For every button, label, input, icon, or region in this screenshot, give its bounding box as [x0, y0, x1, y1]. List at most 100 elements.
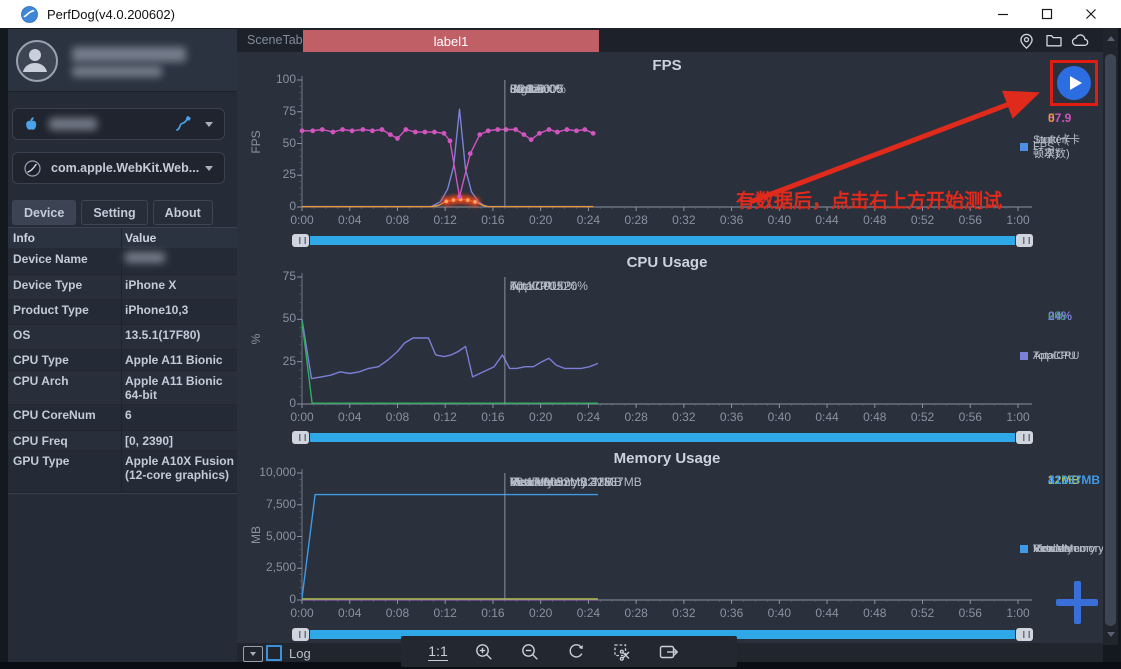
cpu-time-scrollbar[interactable] — [292, 431, 1033, 445]
log-checkbox[interactable] — [266, 645, 282, 661]
range-bar[interactable] — [310, 236, 1015, 245]
fps-time-scrollbar[interactable] — [292, 234, 1033, 248]
memory-xtick: 0:52 — [910, 606, 935, 620]
memory-legend-item[interactable]: VirtualMemory — [1020, 542, 1104, 556]
ratio-label: 1:1 — [428, 642, 448, 661]
start-test-play-button[interactable] — [1057, 66, 1091, 100]
folder-icon[interactable] — [1044, 31, 1063, 50]
zoom-out-button[interactable] — [519, 641, 541, 663]
close-button[interactable] — [1069, 0, 1113, 28]
tab-about[interactable]: About — [152, 200, 213, 225]
info-value: iPhone X — [121, 275, 237, 299]
fps-xtick: 0:56 — [958, 213, 982, 227]
cpu-xtick: 0:36 — [719, 410, 744, 424]
range-handle-right[interactable] — [1016, 234, 1033, 247]
chevron-down-icon — [205, 122, 213, 127]
info-label: CPU Arch — [13, 374, 69, 388]
device-name-redacted — [49, 118, 97, 130]
ratio-1-1-button[interactable]: 1:1 — [427, 641, 449, 663]
cpu-xtick: 0:04 — [338, 410, 362, 424]
cpu-ytick: 25 — [282, 353, 296, 368]
cloud-icon[interactable] — [1071, 31, 1090, 50]
range-handle-left[interactable] — [292, 431, 309, 444]
table-row: CPU Arch Apple A11 Bionic 64-bit — [8, 371, 237, 405]
scroll-down-icon[interactable] — [1106, 632, 1115, 637]
cpu-xtick: 1:00 — [1006, 410, 1030, 424]
app-select[interactable]: com.apple.WebKit.Web... — [12, 152, 225, 184]
memory-xtick: 0:56 — [958, 606, 982, 620]
memory-xtick: 0:16 — [481, 606, 505, 620]
fps-xtick: 0:20 — [528, 213, 553, 227]
window-title: PerfDog(v4.0.200602) — [47, 6, 175, 22]
tab-device[interactable]: Device — [12, 200, 77, 225]
memory-time-scrollbar[interactable] — [292, 628, 1033, 642]
legend-swatch — [1020, 143, 1028, 151]
play-icon — [1070, 76, 1082, 90]
header-info: Info — [13, 231, 35, 245]
scroll-up-icon[interactable] — [1106, 36, 1115, 41]
fps-xtick: 0:12 — [433, 213, 457, 227]
minimize-button[interactable] — [981, 0, 1025, 28]
memory-ytick: 2,500 — [265, 560, 296, 575]
titlebar: PerfDog(v4.0.200602) — [0, 0, 1121, 28]
tab-setting[interactable]: Setting — [81, 200, 148, 225]
cpu-xtick: 0:56 — [958, 410, 982, 424]
maximize-button[interactable] — [1025, 0, 1069, 28]
user-avatar-icon[interactable] — [16, 40, 58, 82]
cpu-legend-item[interactable]: TotalCPU — [1020, 349, 1079, 363]
fps-ytick: 25 — [282, 167, 296, 182]
fps-legend-item[interactable]: Stutter(卡顿率) — [1020, 134, 1080, 160]
memory-xtick: 1:00 — [1006, 606, 1030, 620]
cpu-xtick: 0:08 — [385, 410, 410, 424]
export-button[interactable] — [657, 641, 679, 663]
fps-ytick: 100 — [275, 72, 296, 86]
memory-xtick: 0:32 — [672, 606, 696, 620]
chart-options-button[interactable] — [243, 646, 263, 662]
range-bar[interactable] — [310, 630, 1015, 639]
vertical-scrollbar-thumb[interactable] — [1105, 54, 1116, 626]
fps-xtick: 0:24 — [576, 213, 601, 227]
device-select[interactable] — [12, 108, 225, 140]
usb-cable-icon — [174, 115, 192, 133]
memory-xtick: 0:44 — [815, 606, 839, 620]
table-row: CPU CoreNum 6 — [8, 405, 237, 431]
fps-xtick: 0:40 — [767, 213, 791, 227]
fps-xtick: 0:16 — [481, 213, 505, 227]
cpu-ytick: 75 — [282, 269, 296, 283]
info-value: iPhone10,3 — [121, 300, 237, 324]
info-value: [0, 2390] — [121, 431, 237, 450]
range-bar[interactable] — [310, 433, 1015, 442]
cpu-y-axis-label: % — [249, 333, 263, 344]
table-row: CPU Type Apple A11 Bionic — [8, 350, 237, 371]
table-header: Info Value — [8, 228, 237, 249]
range-handle-right[interactable] — [1016, 628, 1033, 641]
memory-y-axis-label: MB — [249, 525, 263, 544]
range-handle-right[interactable] — [1016, 431, 1033, 444]
cpu-xtick: 0:28 — [624, 410, 648, 424]
vertical-scrollbar[interactable] — [1103, 28, 1118, 645]
app-globe-icon — [23, 159, 42, 178]
cpu-xtick: 0:24 — [576, 410, 601, 424]
table-row: Device Name — [8, 249, 237, 275]
memory-xtick: 0:00 — [290, 606, 314, 620]
range-handle-left[interactable] — [292, 234, 309, 247]
memory-ytick: 5,000 — [265, 528, 296, 543]
chevron-down-icon — [205, 166, 213, 171]
info-value — [121, 249, 237, 274]
info-label: OS — [13, 328, 31, 342]
cpu-ytick: 0 — [289, 396, 296, 410]
scene-tab-label1[interactable]: label1 — [303, 30, 599, 52]
legend-swatch — [1020, 545, 1028, 553]
range-handle-left[interactable] — [292, 628, 309, 641]
info-value: Apple A11 Bionic — [121, 350, 237, 370]
clip-button[interactable] — [611, 641, 633, 663]
scene-tab-bar: SceneTab label1 — [237, 28, 1103, 52]
rotate-button[interactable] — [565, 641, 587, 663]
chevron-down-icon — [250, 652, 256, 656]
annotation-highlight-box — [1050, 60, 1098, 106]
zoom-in-button[interactable] — [473, 641, 495, 663]
location-icon[interactable] — [1017, 31, 1036, 50]
window-edge — [1118, 28, 1121, 662]
memory-xtick: 0:04 — [338, 606, 362, 620]
